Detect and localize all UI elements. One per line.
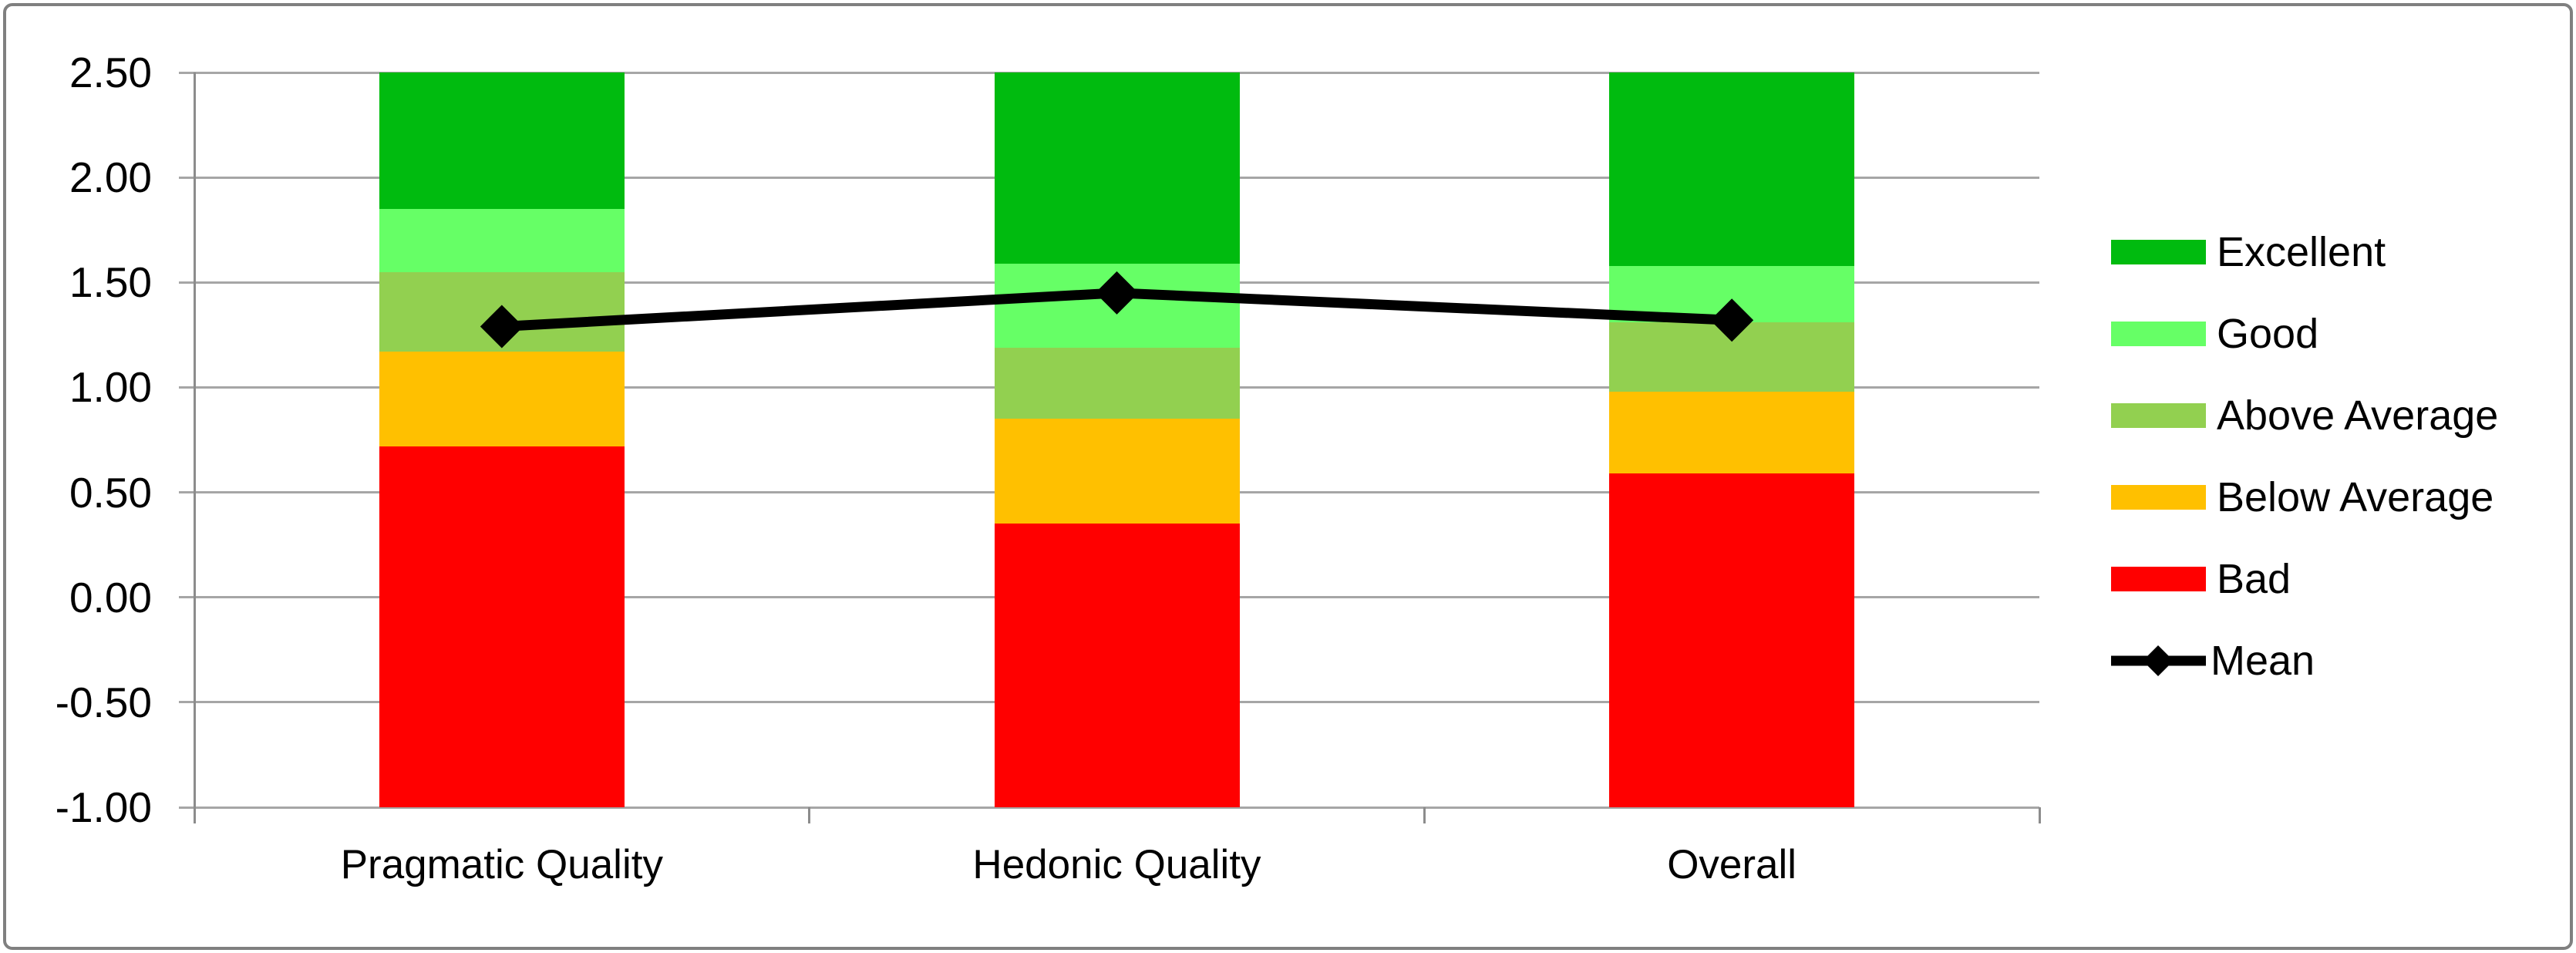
mean-line-layer <box>480 271 1754 349</box>
legend-item-above-average: Above Average <box>2111 375 2558 456</box>
bar-column-pragmatic-quality <box>379 72 625 807</box>
bar-segment-excellent <box>1609 72 1855 266</box>
legend-mean-marker-icon <box>2111 638 2206 684</box>
legend-swatch <box>2111 485 2206 510</box>
x-axis-tick <box>1423 807 1426 823</box>
bar-segment-excellent <box>994 72 1240 264</box>
plot-area <box>179 71 2041 823</box>
legend-item-mean: Mean <box>2111 620 2558 702</box>
bar-segment-excellent <box>379 72 625 210</box>
legend-label: Good <box>2217 311 2319 357</box>
legend-swatch <box>2111 403 2206 428</box>
bar-segment-good <box>379 209 625 272</box>
legend-swatch <box>2111 567 2206 591</box>
y-tick-label: 2.00 <box>69 153 152 202</box>
y-tick-label: -1.00 <box>55 783 152 831</box>
y-tick-label: 0.00 <box>69 573 152 621</box>
category-label: Hedonic Quality <box>972 842 1261 887</box>
x-axis-tick <box>2038 807 2041 823</box>
bar-segment-bad <box>994 524 1240 807</box>
legend-item-good: Good <box>2111 293 2558 375</box>
chart-legend: Excellent Good Above Average Below Average B… <box>2111 211 2558 702</box>
mean-marker-diamond <box>480 305 524 349</box>
mean-marker-diamond <box>1095 271 1139 315</box>
gridline <box>179 71 2039 74</box>
legend-item-bad: Bad <box>2111 538 2558 620</box>
legend-label: Bad <box>2217 556 2291 602</box>
bar-segment-below-average <box>994 419 1240 524</box>
legend-label: Mean <box>2211 638 2315 684</box>
legend-label: Above Average <box>2217 392 2499 439</box>
bar-segment-above-average <box>994 347 1240 419</box>
mean-marker-diamond <box>1710 298 1754 342</box>
category-label: Overall <box>1667 842 1797 887</box>
legend-item-below-average: Below Average <box>2111 456 2558 538</box>
legend-swatch <box>2111 322 2206 346</box>
y-tick-label: 2.50 <box>69 49 152 96</box>
y-tick-label: 1.00 <box>69 363 152 412</box>
legend-label: Below Average <box>2217 474 2494 520</box>
legend-label: Excellent <box>2217 229 2386 275</box>
bar-segment-bad <box>1609 473 1855 807</box>
x-axis-tick <box>808 807 811 823</box>
bar-column-hedonic-quality <box>994 72 1240 807</box>
legend-item-excellent: Excellent <box>2111 211 2558 293</box>
y-tick-label: 0.50 <box>69 468 152 517</box>
bar-segment-below-average <box>379 352 625 446</box>
y-axis-line <box>194 72 196 823</box>
legend-swatch <box>2111 240 2206 264</box>
category-label: Pragmatic Quality <box>340 842 663 887</box>
y-tick-label: -0.50 <box>55 678 152 726</box>
gridline <box>179 806 2039 809</box>
bar-segment-below-average <box>1609 391 1855 474</box>
bar-segment-bad <box>379 446 625 807</box>
y-tick-label: 1.50 <box>69 258 152 307</box>
